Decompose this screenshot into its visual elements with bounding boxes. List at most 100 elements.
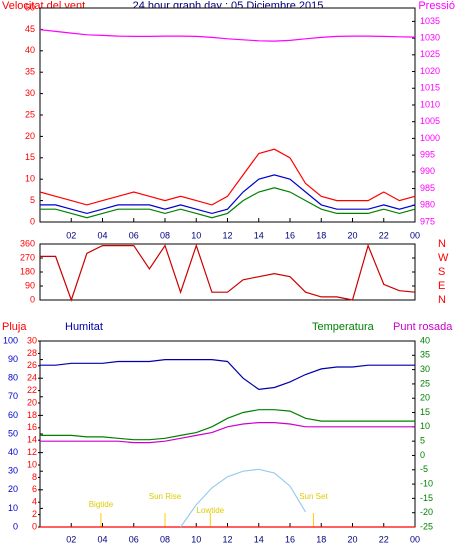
y-tick-label: 0 [30,294,35,304]
series-line [40,243,416,302]
x-tick-label: 04 [97,230,107,240]
y-tick-label: 60 [8,410,18,420]
x-tick-label: 02 [66,534,76,544]
y2-tick-label: 1030 [420,32,440,42]
rain-tick-label: 24 [27,373,37,383]
y-tick-label: 40 [25,45,35,55]
y-tick-label: 40 [8,447,18,457]
y2-tick-label: E [438,280,445,292]
y2-tick-label: 5 [420,436,425,446]
x-tick-label: 18 [316,230,326,240]
series-line [40,409,415,441]
y-tick-label: 50 [8,428,18,438]
y-axis-label: Velocitat del vent [2,0,85,12]
y2-tick-label: 30 [420,364,430,374]
y-tick-label: 90 [8,354,18,364]
y-tick-label: 10 [25,174,35,184]
x-tick-label: 10 [191,534,201,544]
annotation: Sun Set [299,492,328,501]
y2-tick-label: 1035 [420,16,440,26]
y-tick-label: 100 [3,335,18,345]
rain-tick-label: 4 [32,497,37,507]
y-tick-label: 70 [8,391,18,401]
x-tick-label: 08 [160,230,170,240]
y2-tick-label: 15 [420,407,430,417]
y-tick-label: 5 [30,195,35,205]
chart-title: 24 hour graph day : 05 Diciembre 2015 [133,0,324,12]
x-tick-label: 20 [347,534,357,544]
y2-tick-label: S [438,266,445,278]
y2-tick-label: 1020 [420,66,440,76]
rain-tick-label: 22 [27,385,37,395]
annotation: Bigtide [89,500,114,509]
y2-axis-label: Pressió [418,0,455,12]
rain-tick-label: 16 [27,422,37,432]
series-line [40,174,416,215]
series-line [40,187,416,219]
rain-tick-label: 10 [27,459,37,469]
x-tick-label: 02 [66,230,76,240]
y2-tick-label: 10 [420,421,430,431]
y2-tick-label: 0 [420,450,425,460]
annotation: Lowtide [197,506,225,515]
rain-tick-label: 0 [32,521,37,531]
x-tick-label: 14 [254,230,264,240]
x-tick-label: 06 [129,534,139,544]
y-tick-label: 15 [25,152,35,162]
legend-entry: Pluja [2,321,27,333]
y-tick-label: 10 [8,503,18,513]
y2-tick-label: W [438,252,449,264]
rain-tick-label: 2 [32,509,37,519]
rain-tick-label: 30 [27,335,37,345]
y-tick-label: 90 [25,280,35,290]
y2-tick-label: 985 [420,183,435,193]
y2-tick-label: 1015 [420,83,440,93]
plot-frame [39,7,416,223]
y2-tick-label: 20 [420,393,430,403]
y2-tick-label: 975 [420,216,435,226]
y-tick-label: 270 [20,252,35,262]
x-tick-label: 00 [410,534,420,544]
y2-tick-label: N [438,294,446,306]
series-line [40,422,415,444]
y-tick-label: 25 [25,109,35,119]
y2-tick-label: 1005 [420,116,440,126]
x-tick-label: 22 [379,534,389,544]
y-tick-label: 180 [20,266,35,276]
y-tick-label: 30 [8,466,18,476]
series-line [180,468,307,528]
y-tick-label: 20 [8,484,18,494]
rain-tick-label: 28 [27,348,37,358]
x-tick-label: 12 [222,230,232,240]
series-line [40,359,415,391]
y-tick-label: 50 [25,2,35,12]
x-tick-label: 00 [410,230,420,240]
annotation: Sun Rise [149,492,182,501]
y-tick-label: 80 [8,373,18,383]
y-tick-label: 360 [20,238,35,248]
y2-tick-label: 1000 [420,133,440,143]
legend-entry: Humitat [65,321,103,333]
y2-tick-label: 25 [420,378,430,388]
y2-tick-label: 1025 [420,49,440,59]
y-tick-label: 0 [30,216,35,226]
x-tick-label: 10 [191,230,201,240]
y2-tick-label: -15 [420,493,433,503]
y2-tick-label: -5 [420,464,428,474]
x-tick-label: 20 [347,230,357,240]
y-tick-label: 20 [25,131,35,141]
rain-tick-label: 6 [32,484,37,494]
x-tick-label: 18 [316,534,326,544]
plot-frame [39,340,416,528]
rain-tick-label: 8 [32,472,37,482]
y2-tick-label: 980 [420,200,435,210]
y2-tick-label: 1010 [420,99,440,109]
x-tick-label: 06 [129,230,139,240]
y-tick-label: 45 [25,24,35,34]
x-tick-label: 16 [285,534,295,544]
x-tick-label: 12 [222,534,232,544]
y-tick-label: 0 [13,521,18,531]
y2-tick-label: -10 [420,478,433,488]
y2-tick-label: 40 [420,335,430,345]
